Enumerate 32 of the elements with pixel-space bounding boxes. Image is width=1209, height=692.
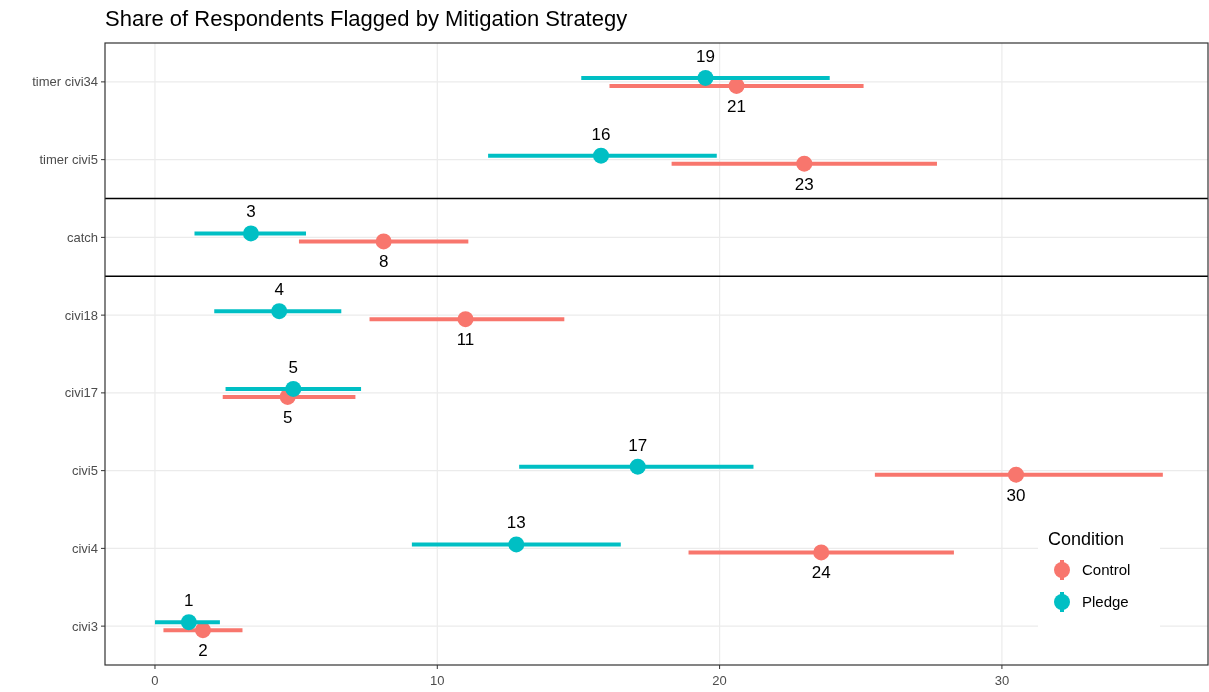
x-tick-label: 0 — [151, 673, 159, 688]
data-label: 5 — [288, 357, 299, 377]
y-tick-label: civi17 — [64, 385, 98, 401]
x-tick-label: 30 — [994, 673, 1010, 688]
data-label: 24 — [811, 563, 831, 583]
data-label: 1 — [184, 591, 194, 611]
chart-title: Share of Respondents Flagged by Mitigation Strategy — [105, 6, 628, 31]
legend-title: Condition — [1048, 529, 1125, 549]
data-label: 5 — [282, 407, 293, 427]
data-label: 19 — [696, 46, 715, 66]
x-tick-label: 20 — [712, 673, 727, 688]
data-label: 30 — [1006, 485, 1026, 505]
data-label: 23 — [794, 174, 814, 194]
x-tick-label: 10 — [430, 673, 445, 688]
data-label: 3 — [246, 202, 256, 222]
y-tick-label: civi4 — [71, 540, 98, 556]
y-tick-label: timer civi5 — [39, 152, 98, 168]
legend-label: Control — [1082, 561, 1131, 579]
data-label: 21 — [727, 96, 746, 116]
data-label: 2 — [198, 641, 208, 661]
y-tick-label: catch — [66, 229, 98, 245]
y-tick-label: timer civi34 — [32, 74, 98, 90]
data-label: 17 — [628, 435, 648, 455]
legend-label: Pledge — [1082, 593, 1129, 611]
data-label: 13 — [506, 513, 526, 533]
data-label: 11 — [456, 330, 475, 350]
y-tick-label: civi18 — [64, 307, 98, 323]
data-label: 8 — [378, 252, 389, 272]
data-label: 16 — [591, 124, 611, 144]
data-label: 4 — [274, 280, 284, 300]
y-tick-label: civi3 — [71, 618, 98, 634]
y-tick-label: civi5 — [71, 463, 98, 479]
